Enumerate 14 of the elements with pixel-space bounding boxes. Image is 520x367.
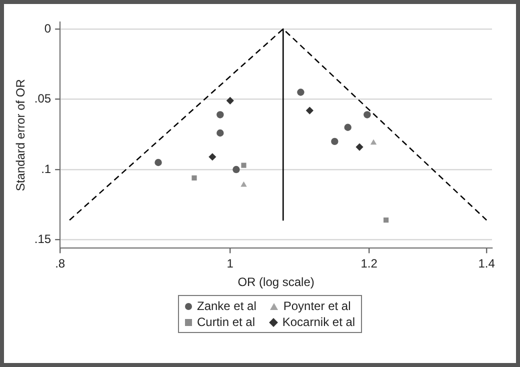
legend-label: Zanke et al <box>197 299 256 313</box>
legend-label: Curtin et al <box>197 315 256 329</box>
y-axis-title: Standard error of OR <box>14 78 28 192</box>
x-axis-title: OR (log scale) <box>238 275 314 290</box>
x-tick-label: 1.2 <box>360 256 378 271</box>
legend-label: Kocarnik et al <box>282 315 356 329</box>
y-tick-label: 0 <box>44 21 52 36</box>
y-tick-label: .05 <box>34 92 52 106</box>
legend-label: Poynter et al <box>283 299 351 313</box>
x-tick-label: 1 <box>226 256 234 271</box>
x-tick-label: 1.4 <box>478 256 496 271</box>
y-tick-label: .1 <box>41 162 52 176</box>
y-tick-label: .15 <box>34 232 52 246</box>
x-tick-label: .8 <box>55 256 66 271</box>
